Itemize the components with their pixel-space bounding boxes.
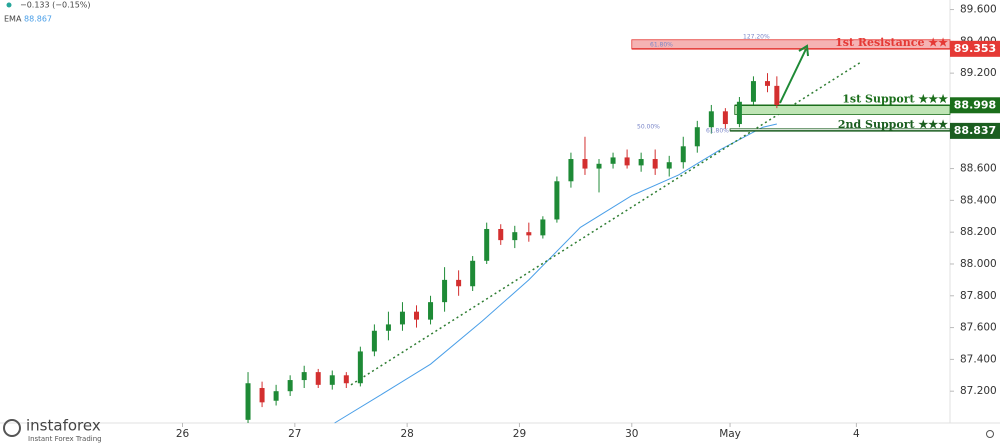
price-tag bbox=[950, 40, 1000, 57]
candle-body bbox=[371, 330, 377, 352]
logo-text: instaforex bbox=[26, 417, 101, 435]
ema-value: 88.867 bbox=[24, 15, 52, 24]
y-tick-label: 87.400 bbox=[960, 353, 997, 365]
candle-body bbox=[399, 311, 405, 325]
candle-body bbox=[526, 232, 532, 236]
ema-name: EMA bbox=[4, 15, 22, 24]
level-zone bbox=[734, 104, 951, 115]
candle-body bbox=[610, 157, 616, 164]
candle-body bbox=[315, 372, 321, 385]
candle-body bbox=[596, 163, 602, 169]
fib-label: 61.80% bbox=[706, 128, 729, 135]
y-tick-label: 87.200 bbox=[960, 385, 997, 397]
y-tick-label: 88.200 bbox=[960, 226, 997, 238]
candle-body bbox=[414, 311, 420, 320]
candle-body bbox=[442, 279, 448, 303]
candle-body bbox=[301, 372, 307, 381]
candle-body bbox=[456, 279, 462, 287]
fib-label: 61.80% bbox=[650, 42, 673, 49]
candle-body bbox=[694, 127, 700, 147]
y-tick-label: 87.800 bbox=[960, 290, 997, 302]
price-tag bbox=[950, 122, 1000, 139]
candle-body bbox=[736, 101, 742, 125]
axes: 89.60089.40089.20088.60088.40088.20088.0… bbox=[176, 4, 1000, 440]
candle-body bbox=[343, 375, 349, 384]
candle-body bbox=[554, 181, 560, 220]
logo-icon bbox=[3, 419, 21, 437]
plot: 1st Resistance ★★ 1st Support ★★★ 2nd Supp… bbox=[245, 36, 951, 424]
x-tick-label: 27 bbox=[288, 428, 301, 440]
candle-body bbox=[764, 81, 770, 86]
ema-line bbox=[334, 123, 777, 424]
y-tick-label: 87.600 bbox=[960, 322, 997, 334]
x-tick-label: 4 bbox=[853, 428, 860, 440]
price-tag-label: 89.353 bbox=[954, 42, 996, 55]
candle-body bbox=[287, 380, 293, 392]
price-tag-label: 88.998 bbox=[954, 98, 996, 111]
candle-body bbox=[470, 260, 476, 287]
candle-body bbox=[512, 232, 518, 241]
candle-body bbox=[680, 146, 686, 163]
level-label: 2nd Support ★★★ bbox=[838, 118, 948, 131]
candle-body bbox=[652, 159, 658, 169]
candle-body bbox=[428, 302, 434, 320]
x-tick-label: May bbox=[719, 428, 741, 440]
candle-body bbox=[750, 81, 756, 102]
x-tick-label: 29 bbox=[513, 428, 526, 440]
trendline bbox=[350, 61, 862, 386]
candle-body bbox=[708, 111, 714, 128]
logo: instaforex Instant Forex Trading bbox=[3, 417, 102, 443]
y-tick-label: 89.600 bbox=[960, 4, 997, 16]
candle-body bbox=[540, 219, 546, 236]
y-tick-label: 88.000 bbox=[960, 258, 997, 270]
candle-body bbox=[638, 159, 644, 166]
candle-body bbox=[498, 228, 504, 241]
settings-icon[interactable] bbox=[986, 430, 994, 438]
x-tick-label: 26 bbox=[176, 428, 190, 440]
level-label: 1st Support ★★★ bbox=[842, 92, 948, 105]
candle-body bbox=[624, 157, 630, 166]
projection-arrow bbox=[779, 48, 807, 104]
x-tick-label: 30 bbox=[625, 428, 638, 440]
price-tag bbox=[950, 97, 1000, 114]
arrow-head bbox=[798, 44, 809, 57]
candle-body bbox=[385, 324, 391, 331]
candle-body bbox=[774, 85, 780, 105]
candle-body bbox=[357, 351, 363, 384]
y-tick-label: 88.400 bbox=[960, 194, 997, 206]
price-tag-label: 88.837 bbox=[954, 124, 996, 137]
candle-body bbox=[259, 388, 265, 403]
candle-body bbox=[568, 159, 574, 182]
logo-tagline: Instant Forex Trading bbox=[28, 435, 102, 443]
candle-body bbox=[722, 111, 728, 125]
y-tick-label: 88.600 bbox=[960, 163, 997, 175]
candle-body bbox=[273, 391, 279, 401]
candle-body bbox=[484, 228, 490, 261]
level-label: 1st Resistance ★★ bbox=[835, 36, 948, 49]
fib-label: 127.20% bbox=[743, 34, 770, 41]
candle-body bbox=[582, 159, 588, 169]
y-tick-label: 89.200 bbox=[960, 67, 997, 79]
candle-body bbox=[329, 375, 335, 385]
candle-body bbox=[245, 383, 251, 420]
candle-body bbox=[666, 162, 672, 169]
status-dot bbox=[6, 2, 12, 8]
change-readout: −0.133 (−0.15%) bbox=[20, 1, 91, 10]
x-tick-label: 28 bbox=[400, 428, 413, 440]
fib-label: 50.00% bbox=[637, 124, 660, 131]
